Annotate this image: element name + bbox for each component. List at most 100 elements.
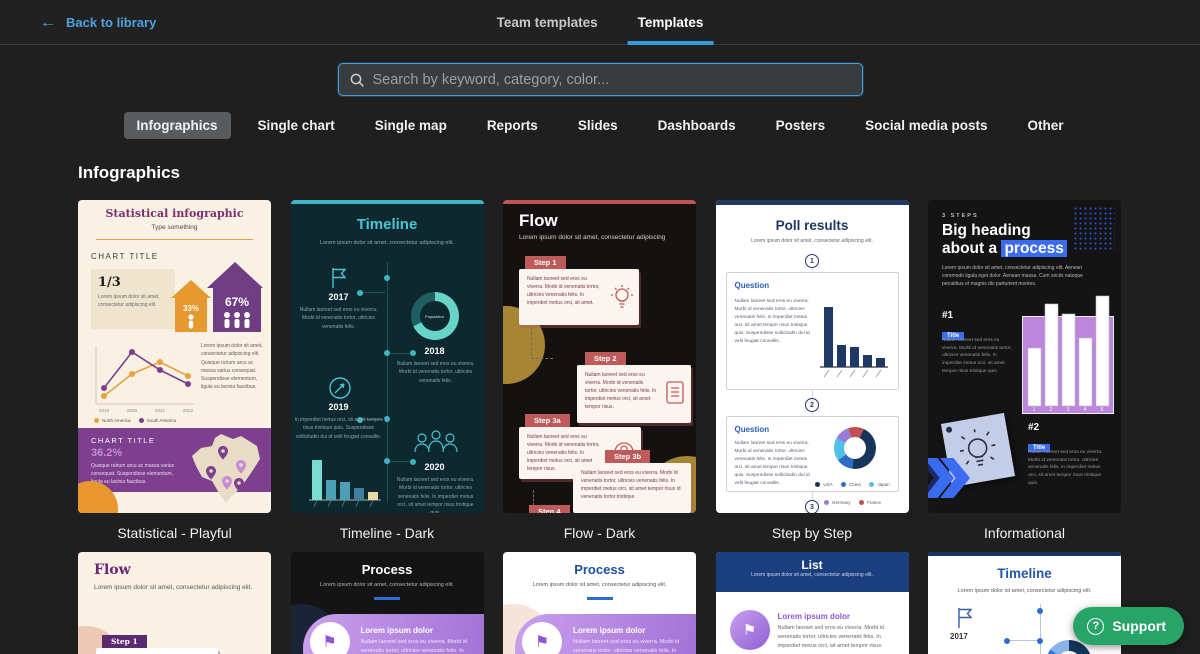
legend-label: Germany [832,500,851,505]
category-slides[interactable]: Slides [577,118,618,133]
white-bar-chart: 1 2 3 4 5 [1027,295,1110,412]
template-thumbnail-timeline-dark[interactable]: Timeline Lorem ipsum dolor sit amet, con… [290,200,484,513]
bar-label: 5 [1101,407,1104,412]
process-banner: ⚑ Lorem ipsum dolor Nullam laoreet sed e… [302,614,484,654]
dashed-connector [533,490,534,506]
lightbulb-icon [611,285,633,308]
template-thumbnail-process-dark[interactable]: Process Lorem ipsum dolor sit amet, cons… [290,552,484,654]
title-underline [374,597,400,600]
side-paragraph: Lorem ipsum dolor sit amet, consectetur … [201,343,263,391]
document-icon [666,381,684,404]
step-card: Nullam laoreet sed eros eu viverra. Morb… [577,365,691,423]
back-label: Back to library [66,15,157,30]
pct-big-label: 67% [225,295,249,309]
kicker: 3 STEPS [942,213,979,219]
thumb-title: Process [361,562,413,577]
template-card-statistical-playful: Statistical infographic Type something C… [78,200,271,552]
legend-label: Japan [877,482,890,487]
top-bar: ← Back to library Team templates Templat… [0,0,1200,45]
template-thumbnail-process-light[interactable]: Process Lorem ipsum dolor sit amet, cons… [503,552,696,654]
flag-icon: ⚑ [534,634,550,651]
back-to-library-link[interactable]: ← Back to library [40,0,156,45]
search-box[interactable] [337,63,863,96]
flag-icon [958,608,973,628]
flag-badge: ⚑ [522,622,562,654]
category-dashboards[interactable]: Dashboards [657,118,736,133]
template-card-flow-light: Flow Lorem ipsum dolor sit amet, consect… [78,552,271,654]
category-infographics[interactable]: Infographics [123,112,231,139]
thumb-title: Statistical infographic [105,207,244,220]
template-thumbnail-step-by-step[interactable]: Poll results Lorem ipsum dolor sit amet,… [715,200,909,513]
heading-highlight: process [1001,240,1067,258]
step-card: Nullam laoreet sed eros eu viverra. Morb… [519,269,639,325]
step-card: Nullam laoreet sed eros eu viverra. Morb… [573,463,691,513]
item-tag: Title [942,324,965,342]
timeline-line [1040,604,1041,654]
template-thumbnail-flow-light[interactable]: Flow Lorem ipsum dolor sit amet, consect… [78,552,271,654]
timeline-connector [360,292,385,293]
intro-text: Lorem ipsum dolor sit amet, consectetur … [942,265,1083,287]
template-thumbnail-flow-dark[interactable]: Flow Lorem ipsum dolor sit amet, consect… [503,200,696,513]
chart-title-2: CHART TITLE [91,436,156,445]
tag-label: Title [942,332,965,340]
donut-hole [843,437,866,459]
poll-bar-chart [819,307,888,378]
item-text: Nullam laoreet sed eros eu viverra. Morb… [1028,450,1103,486]
lightbulb-sketch-icon [959,429,996,466]
category-single-chart[interactable]: Single chart [257,118,335,133]
search-input[interactable] [372,71,852,88]
category-social-media-posts[interactable]: Social media posts [865,118,988,133]
support-button[interactable]: ? Support [1073,607,1184,645]
thumb-title: Timeline [356,216,418,233]
template-caption: Step by Step [771,524,853,541]
chart-legend: North America South America [94,418,176,424]
flag-icon [331,268,347,288]
search-row [0,63,1200,96]
template-thumbnail-statistical[interactable]: Statistical infographic Type something C… [78,200,271,513]
timeline-text: Nullam laoreet sed eros eu viverra. Morb… [396,361,475,384]
question-text: Nullam laoreet sed eros eu viverra. Morb… [734,299,810,344]
tab-templates[interactable]: Templates [627,0,714,45]
template-card-timeline-dark: Timeline Lorem ipsum dolor sit amet, con… [290,200,484,552]
banner-text: Nullam laoreet sed eros eu viverra. Morb… [360,639,467,654]
category-other[interactable]: Other [1027,118,1064,133]
bar-label: 3 [1067,407,1070,412]
donut-chart [1046,640,1092,654]
template-thumbnail-list[interactable]: List Lorem ipsum dolor sit amet, consect… [715,552,909,654]
timeline-dot [356,289,363,296]
question-box: Question Nullam laoreet sed eros eu vive… [725,272,899,390]
banner-title: Lorem ipsum dolor [360,626,433,635]
year-label: 2019 [328,402,349,412]
timeline-connector [389,461,412,462]
tab-team-templates[interactable]: Team templates [496,15,598,30]
thumb-subtitle: Lorem ipsum dolor sit amet, consectetur … [957,588,1092,594]
x-tick: 2022 [183,408,194,413]
category-posters[interactable]: Posters [775,118,826,133]
people-icon [413,430,458,453]
question-box: Question Nullam laoreet sed eros eu vive… [725,416,899,506]
template-thumbnail-informational[interactable]: 3 STEPS Big heading about a process Lore… [928,200,1121,513]
step-text: Nullam laoreet sed eros eu viverra. Morb… [585,372,657,410]
thumb-title: List [801,558,823,572]
category-reports[interactable]: Reports [486,118,538,133]
banner-text: Nullam laoreet sed eros eu viverra. Morb… [573,639,680,654]
thumb-subtitle: Lorem ipsum dolor sit amet, consectetur … [320,240,454,246]
title-underline [586,597,613,600]
dashed-connector [531,322,532,356]
category-single-map[interactable]: Single map [374,118,447,133]
poll-legend: USA China Japan Germany France [810,473,896,509]
timeline-dot [383,350,390,356]
thumb-title: Poll results [775,218,849,233]
timeline-dot [409,458,416,465]
template-card-flow-dark: Flow Lorem ipsum dolor sit amet, consect… [503,200,696,552]
item-number: #1 [942,310,954,321]
step-number: 3 [805,500,819,513]
thumb-subtitle: Lorem ipsum dolor sit amet, consectetur … [519,234,666,241]
houses-pictogram: 67% 33% [171,262,263,332]
step-label: Step 3a [525,414,570,427]
section-title: Infographics [78,163,181,182]
dot-pattern [1073,206,1115,250]
template-caption: Statistical - Playful [117,524,232,541]
flag-icon: ⚑ [322,634,337,651]
